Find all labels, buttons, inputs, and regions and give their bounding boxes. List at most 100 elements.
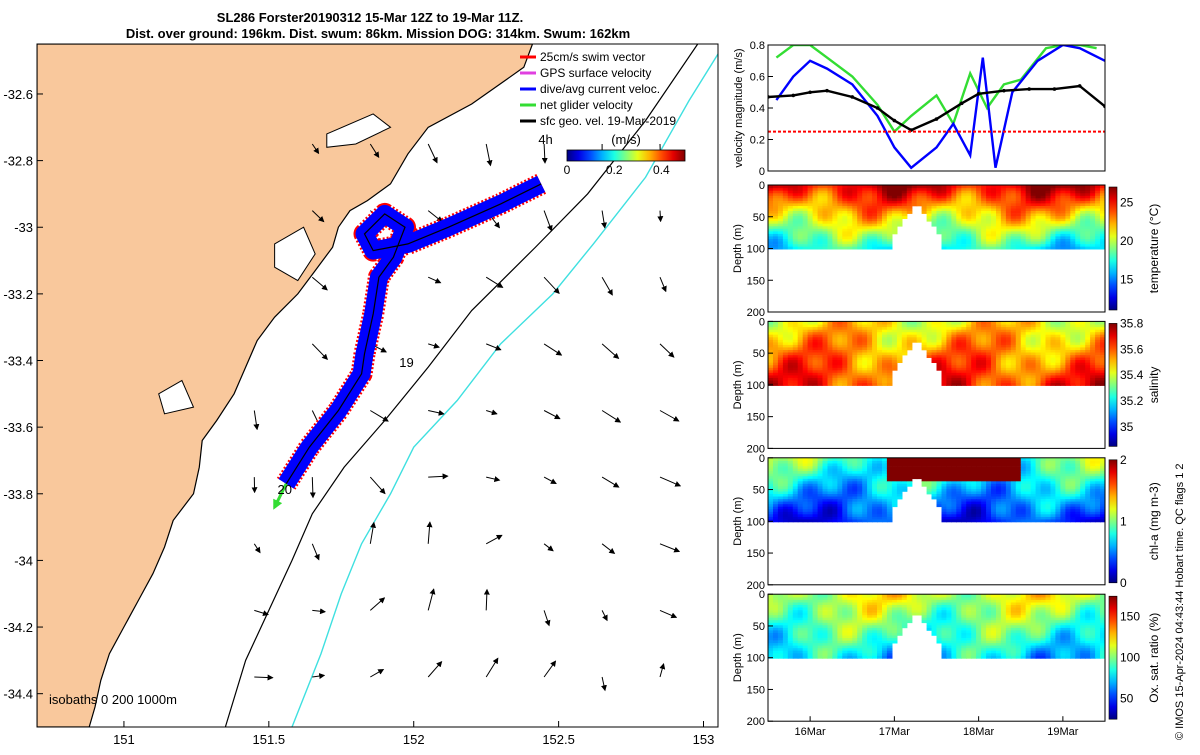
heatmap-cell bbox=[842, 373, 848, 376]
heatmap-cell bbox=[793, 370, 799, 373]
heatmap-cell bbox=[872, 325, 878, 328]
heatmap-cell bbox=[1051, 242, 1057, 245]
heatmap-cell bbox=[872, 229, 878, 232]
heatmap-cell bbox=[862, 335, 868, 338]
heatmap-cell bbox=[1051, 350, 1057, 353]
heatmap-cell bbox=[981, 211, 987, 214]
heatmap-cell bbox=[966, 198, 972, 201]
heatmap-cell bbox=[872, 365, 878, 368]
heatmap-cell bbox=[837, 458, 843, 461]
heatmap-cell bbox=[877, 229, 883, 232]
heatmap-cell bbox=[837, 216, 843, 219]
heatmap-cell bbox=[991, 507, 997, 510]
heatmap-cell bbox=[847, 507, 853, 510]
heatmap-cell bbox=[803, 476, 809, 479]
heatmap-cell bbox=[1036, 509, 1042, 512]
heatmap-cell bbox=[768, 370, 774, 373]
heatmap-cell bbox=[773, 350, 779, 353]
heatmap-cell bbox=[937, 335, 943, 338]
heatmap-cell bbox=[892, 214, 898, 217]
heatmap-cell bbox=[837, 203, 843, 206]
heatmap-cell bbox=[971, 471, 977, 474]
heatmap-cell bbox=[1006, 231, 1012, 234]
heatmap-cell bbox=[882, 464, 888, 467]
heatmap-cell bbox=[783, 497, 789, 500]
heatmap-cell bbox=[828, 486, 834, 489]
heatmap-cell bbox=[971, 476, 977, 479]
heatmap-cell bbox=[832, 211, 838, 214]
heatmap-cell bbox=[828, 381, 834, 384]
heatmap-cell bbox=[852, 342, 858, 345]
heatmap-cell bbox=[1070, 360, 1076, 363]
heatmap-cell bbox=[793, 517, 799, 520]
heatmap-cell bbox=[778, 517, 784, 520]
heatmap-cell bbox=[1090, 375, 1096, 378]
velocity-ytick-label: 0.6 bbox=[750, 72, 765, 84]
heatmap-cell bbox=[783, 347, 789, 350]
heatmap-cell bbox=[813, 350, 819, 353]
heatmap-cell bbox=[798, 504, 804, 507]
heatmap-cell bbox=[946, 322, 952, 325]
heatmap-cell bbox=[808, 458, 814, 461]
heatmap-cell bbox=[996, 486, 1002, 489]
heatmap-cell bbox=[862, 476, 868, 479]
heatmap-cell bbox=[783, 479, 789, 482]
heatmap-cell bbox=[813, 186, 819, 189]
heatmap-cell bbox=[922, 330, 928, 333]
heatmap-cell bbox=[961, 224, 967, 227]
heatmap-cell bbox=[946, 360, 952, 363]
heatmap-cell bbox=[783, 383, 789, 386]
heatmap-cell bbox=[1085, 368, 1091, 371]
heatmap-cell bbox=[793, 466, 799, 469]
heatmap-cell bbox=[1085, 198, 1091, 201]
heatmap-cell bbox=[877, 458, 883, 461]
heatmap-cell bbox=[951, 504, 957, 507]
heatmap-cell bbox=[803, 378, 809, 381]
heatmap-cell bbox=[832, 342, 838, 345]
heatmap-cell bbox=[837, 191, 843, 194]
heatmap-cell bbox=[788, 342, 794, 345]
heatmap-cell bbox=[813, 471, 819, 474]
heatmap-cell bbox=[778, 193, 784, 196]
heatmap-cell bbox=[1085, 347, 1091, 350]
heatmap-cell bbox=[768, 476, 774, 479]
heatmap-cell bbox=[981, 347, 987, 350]
heatmap-cell bbox=[1006, 474, 1012, 477]
heatmap-cell bbox=[991, 350, 997, 353]
heatmap-cell bbox=[1080, 221, 1086, 224]
heatmap-cell bbox=[1051, 229, 1057, 232]
heatmap-cell bbox=[1006, 504, 1012, 507]
heatmap-cell bbox=[887, 479, 893, 482]
heatmap-cell bbox=[971, 214, 977, 217]
heatmap-cell bbox=[778, 201, 784, 204]
heatmap-cell bbox=[1070, 383, 1076, 386]
heatmap-cell bbox=[877, 342, 883, 345]
heatmap-cell bbox=[1070, 188, 1076, 191]
heatmap-cell bbox=[847, 188, 853, 191]
heatmap-cell bbox=[803, 224, 809, 227]
heatmap-cell bbox=[867, 335, 873, 338]
heatmap-cell bbox=[877, 209, 883, 212]
heatmap-cell bbox=[887, 502, 893, 505]
velocity-point bbox=[960, 101, 964, 105]
heatmap-cell bbox=[1060, 335, 1066, 338]
heatmap-cell bbox=[788, 461, 794, 464]
heatmap-cell bbox=[1080, 193, 1086, 196]
heatmap-cell bbox=[892, 196, 898, 199]
heatmap-cell bbox=[1085, 244, 1091, 247]
heatmap-cell bbox=[951, 474, 957, 477]
heatmap-cell bbox=[1016, 484, 1022, 487]
heatmap-cell bbox=[813, 358, 819, 361]
heatmap-cell bbox=[937, 489, 943, 492]
heatmap-cell bbox=[937, 363, 943, 366]
heatmap-cell bbox=[872, 358, 878, 361]
heatmap-cell bbox=[927, 469, 933, 472]
heatmap-cell bbox=[882, 340, 888, 343]
heatmap-cell bbox=[932, 214, 938, 217]
heatmap-cell bbox=[1036, 231, 1042, 234]
heatmap-cell bbox=[917, 198, 923, 201]
heatmap-cell bbox=[956, 469, 962, 472]
heatmap-cell bbox=[937, 461, 943, 464]
heatmap-cell bbox=[842, 466, 848, 469]
heatmap-cell bbox=[823, 337, 829, 340]
